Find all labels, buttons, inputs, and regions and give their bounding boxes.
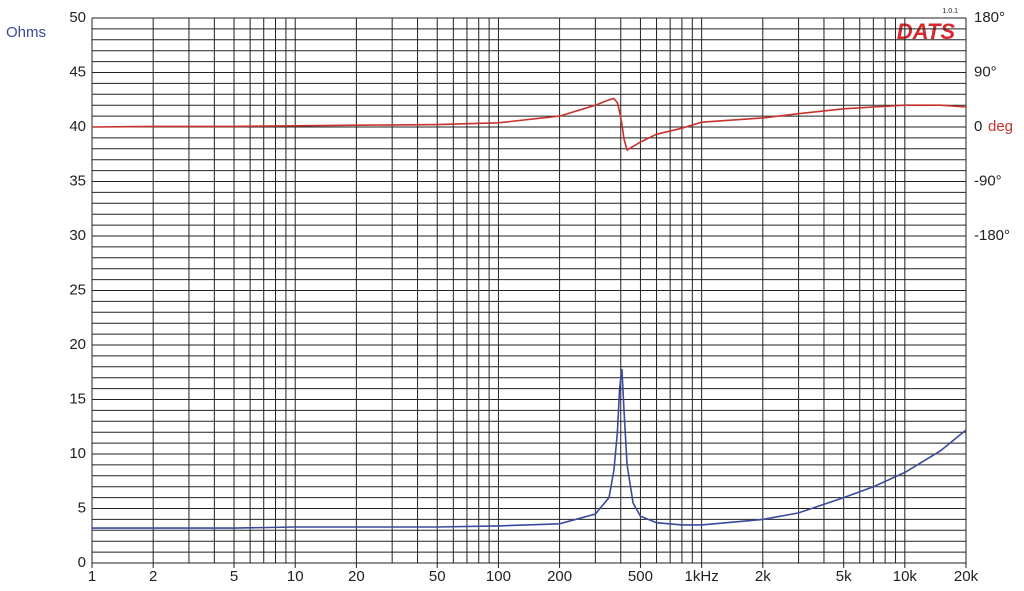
y-tick-label: 35 [69, 172, 86, 189]
y2-tick-label: -90° [974, 172, 1002, 189]
y2-tick-label: 180° [974, 9, 1005, 26]
y-tick-label: 45 [69, 63, 86, 80]
y-tick-label: 50 [69, 9, 86, 26]
version: 1.0.1 [942, 8, 958, 15]
y-tick-label: 5 [78, 499, 86, 516]
y2-tick-label: 0 [974, 118, 982, 135]
y-tick-label: 10 [69, 445, 86, 462]
y-tick-label: 0 [78, 554, 86, 571]
y-tick-label: 40 [69, 118, 86, 135]
x-tick-label: 1kHz [685, 568, 719, 585]
x-tick-label: 5k [836, 568, 852, 585]
x-tick-label: 100 [486, 568, 511, 585]
x-tick-label: 20k [954, 568, 979, 585]
y-tick-label: 25 [69, 281, 86, 298]
x-tick-label: 2 [149, 568, 157, 585]
y2-axis-label: deg [988, 118, 1013, 135]
x-tick-label: 10 [287, 568, 304, 585]
x-tick-label: 500 [628, 568, 653, 585]
series-line [91, 97, 967, 152]
x-tick-label: 2k [755, 568, 771, 585]
x-tick-label: 10k [893, 568, 918, 585]
x-tick-label: 1 [88, 568, 96, 585]
y2-tick-label: 90° [974, 63, 997, 80]
y-axis-label: Ohms [6, 24, 46, 41]
x-tick-label: 20 [348, 568, 365, 585]
x-tick-label: 50 [429, 568, 446, 585]
x-tick-label: 200 [547, 568, 572, 585]
y-tick-label: 30 [69, 227, 86, 244]
y2-tick-label: -180° [974, 227, 1010, 244]
series-line [92, 368, 967, 529]
x-tick-label: 5 [230, 568, 238, 585]
y-tick-label: 15 [69, 390, 86, 407]
y-tick-label: 20 [69, 336, 86, 353]
